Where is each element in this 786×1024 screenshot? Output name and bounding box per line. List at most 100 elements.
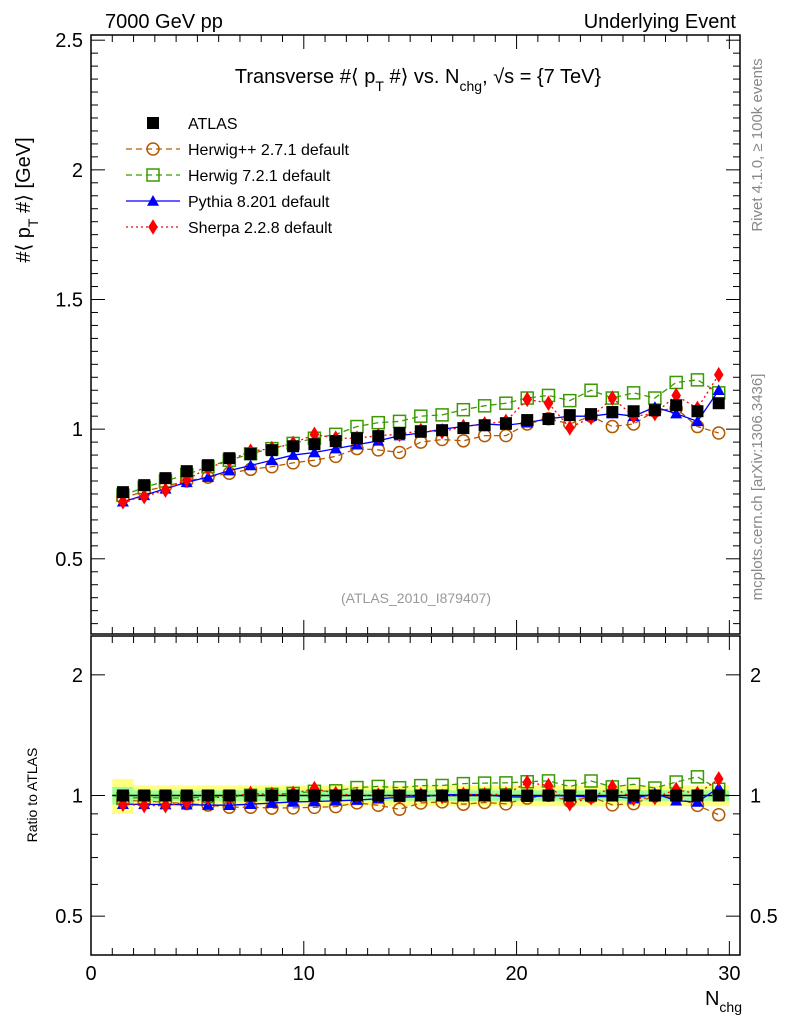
atlas-point — [244, 448, 257, 461]
ratio-series-line — [122, 794, 719, 816]
sherpa-point — [564, 420, 575, 436]
atlas-point — [223, 789, 236, 802]
atlas-point — [116, 486, 129, 499]
atlas-point — [287, 789, 300, 802]
sherpa-point — [522, 774, 533, 791]
herwig-point — [456, 402, 471, 417]
atlas-point — [691, 405, 704, 418]
atlas-point — [350, 432, 363, 445]
herwigpp-point — [456, 434, 471, 448]
atlas-point — [478, 419, 491, 432]
herwig-point — [584, 774, 598, 788]
ratio-y-tick-label: 1 — [72, 786, 83, 808]
sherpa-point — [543, 777, 554, 794]
pythia-point — [308, 446, 321, 458]
atlas-point — [521, 414, 534, 427]
atlas-point — [308, 438, 321, 451]
pythia-point — [244, 798, 257, 809]
herwig-point — [584, 383, 598, 398]
herwig-point — [477, 399, 492, 413]
mcplots-label: mcplots.cern.ch [arXiv:1306.3436] — [749, 374, 766, 601]
atlas-point — [180, 789, 193, 802]
herwig-point — [690, 770, 705, 784]
y-tick-label: 1 — [72, 419, 83, 441]
atlas-point — [542, 789, 555, 802]
atlas-point — [159, 472, 172, 485]
herwigpp-point — [605, 419, 620, 434]
atlas-point — [138, 789, 151, 802]
atlas-point — [436, 424, 449, 437]
sherpa-point — [139, 488, 149, 505]
atlas-point — [499, 789, 512, 802]
atlas-point — [223, 452, 236, 465]
pythia-point — [265, 454, 278, 466]
ratio-y-tick-label: 2 — [72, 665, 83, 687]
ratio-y-tick-label-right: 1 — [750, 786, 761, 808]
herwig-point — [414, 409, 428, 423]
x-tick-label: 0 — [85, 963, 96, 985]
legend-entry: Herwig++ 2.7.1 default — [188, 142, 350, 159]
ratio-y-tick-label-right: 0.5 — [750, 906, 778, 928]
atlas-point — [627, 789, 640, 802]
atlas-point — [436, 789, 449, 802]
herwig-point — [499, 396, 513, 410]
rivet-label: Rivet 4.1.0, ≥ 100k events — [749, 58, 766, 231]
herwig-point — [563, 393, 577, 408]
atlas-point — [202, 459, 215, 472]
herwig-point — [435, 408, 449, 422]
herwig-point — [690, 373, 705, 387]
x-tick-label: 30 — [718, 963, 740, 985]
x-axis-label: Nchg — [705, 988, 742, 1015]
sherpa-point — [148, 219, 158, 235]
atlas-point — [202, 789, 215, 802]
atlas-point — [180, 465, 193, 478]
atlas-point — [648, 789, 661, 802]
pythia-point — [287, 449, 300, 460]
y-axis-label: #⟨ pT #⟩ [GeV] — [13, 137, 41, 262]
atlas-point — [563, 409, 576, 422]
pythia-point — [265, 797, 278, 808]
sherpa-point — [139, 797, 149, 814]
atlas-point — [648, 404, 661, 417]
herwig-point — [146, 168, 160, 182]
atlas-point — [627, 405, 640, 418]
pythia-point — [202, 471, 215, 482]
atlas-point — [287, 440, 300, 453]
pythia-point — [329, 442, 342, 454]
pythia-point — [691, 415, 704, 427]
atlas-point — [585, 408, 598, 421]
y-tick-label: 1.5 — [55, 289, 83, 311]
atlas-point — [372, 789, 385, 802]
herwigpp-point — [711, 807, 726, 822]
sherpa-point — [713, 366, 724, 383]
atlas-point — [457, 422, 470, 435]
series-line — [122, 407, 719, 499]
sherpa-point — [607, 779, 618, 795]
title: Transverse #⟨ pT #⟩ vs. Nchg, √s = {7 Te… — [235, 66, 602, 94]
ratio-y-tick-label: 0.5 — [55, 906, 83, 928]
legend-entry: Herwig 7.2.1 default — [188, 168, 331, 185]
herwig-point — [626, 386, 641, 400]
atlas-point — [606, 406, 619, 419]
atlas-point — [563, 789, 576, 802]
atlas-point — [372, 430, 385, 443]
pythia-point — [223, 464, 236, 476]
atlas-point — [521, 789, 534, 802]
x-tick-label: 20 — [505, 963, 527, 985]
sherpa-point — [181, 471, 192, 488]
legend-entry: Sherpa 2.2.8 default — [188, 220, 333, 237]
atlas-point — [585, 789, 598, 802]
atlas-point — [670, 399, 683, 412]
atlas-point — [414, 789, 427, 802]
series-line — [122, 379, 720, 496]
atlas-point — [147, 117, 159, 129]
atlas-point — [393, 789, 406, 802]
atlas-point — [499, 417, 512, 430]
header-left: 7000 GeV pp — [105, 11, 223, 33]
ratio-y-tick-label-right: 2 — [750, 665, 761, 687]
sherpa-point — [607, 390, 618, 406]
atlas-point — [265, 789, 278, 802]
atlas-point — [265, 444, 278, 457]
x-tick-label: 10 — [293, 963, 315, 985]
